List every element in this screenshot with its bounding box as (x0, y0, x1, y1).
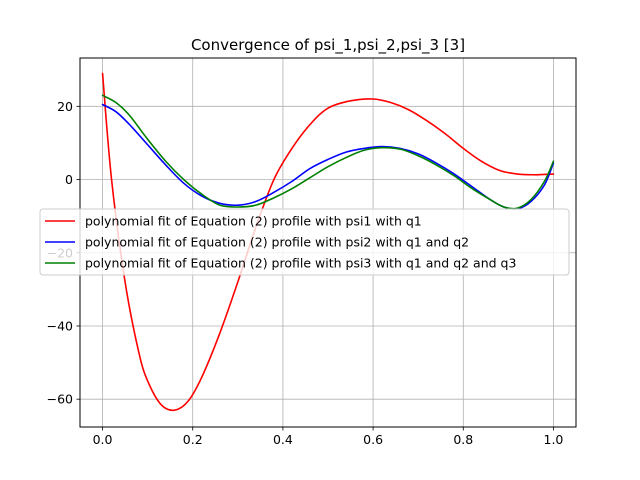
x-tick-label: 0.6 (363, 432, 383, 447)
y-tick-label: −60 (47, 392, 73, 407)
x-tick-label: 0.2 (183, 432, 203, 447)
y-tick-label: −40 (47, 318, 73, 333)
legend-box (39, 208, 570, 276)
legend: polynomial fit of Equation (2) profile w… (39, 208, 570, 276)
legend-label-psi2: polynomial fit of Equation (2) profile w… (85, 235, 469, 250)
y-tick-label: 0 (65, 172, 73, 187)
series-line-psi1 (101, 72, 555, 412)
legend-label-psi1: polynomial fit of Equation (2) profile w… (85, 214, 422, 229)
x-tick-label: 0.0 (93, 432, 113, 447)
x-tick-label: 0.8 (453, 432, 473, 447)
legend-label-psi3: polynomial fit of Equation (2) profile w… (85, 256, 516, 271)
series-line-psi3 (101, 94, 555, 210)
x-tick-label: 0.4 (273, 432, 293, 447)
series-group (101, 72, 555, 412)
x-tick-label: 1.0 (544, 432, 564, 447)
y-tick-label: 20 (57, 99, 73, 114)
chart-title: Convergence of psi_1,psi_2,psi_3 [3] (191, 36, 465, 55)
